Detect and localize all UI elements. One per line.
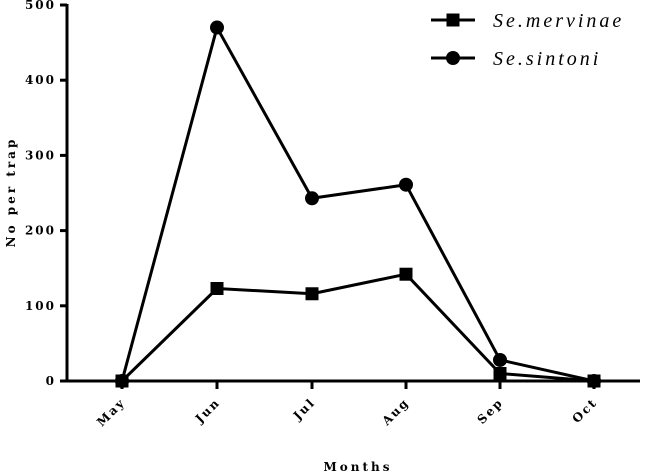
legend-marker xyxy=(446,51,460,65)
x-tick-label: May xyxy=(94,395,128,429)
series-layer xyxy=(115,20,601,388)
series-mervinae xyxy=(115,267,601,388)
y-tick-label: 400 xyxy=(25,73,56,87)
data-point xyxy=(493,366,507,380)
y-tick-label: 500 xyxy=(25,0,56,12)
x-tick-label: Jun xyxy=(192,395,223,426)
data-point xyxy=(305,191,319,206)
y-tick-label: 300 xyxy=(25,148,56,162)
x-tick-label: Jul xyxy=(290,395,318,423)
x-tick-label: Aug xyxy=(379,395,413,429)
legend-marker xyxy=(446,13,460,27)
data-point xyxy=(399,177,413,192)
series-sintoni xyxy=(115,20,601,388)
data-point xyxy=(587,374,601,388)
series-line xyxy=(120,26,595,383)
legend-label: Se.mervinae xyxy=(493,10,624,32)
legend: Se.mervinae Se.sintoni xyxy=(431,10,624,70)
y-axis-title: No per trap xyxy=(4,137,18,248)
y-tick-label: 0 xyxy=(46,374,56,388)
data-point xyxy=(210,20,224,35)
x-tick-label: Sep xyxy=(475,395,507,427)
legend-item: Se.mervinae xyxy=(431,10,624,32)
data-point xyxy=(210,282,224,296)
x-tick-label: Oct xyxy=(569,395,600,426)
y-tick-label: 200 xyxy=(25,224,56,238)
data-point xyxy=(493,352,507,367)
y-tick-label: 100 xyxy=(25,299,56,313)
legend-label: Se.sintoni xyxy=(493,48,601,70)
data-point xyxy=(399,267,413,281)
data-point xyxy=(305,287,319,301)
y-axis-ticks: 0 100 200 300 400 500 xyxy=(25,0,67,388)
series-line xyxy=(120,272,595,383)
legend-item: Se.sintoni xyxy=(431,48,601,70)
data-point xyxy=(115,374,129,388)
x-axis-ticks: May Jun Jul Aug Sep Oct xyxy=(94,381,600,429)
x-axis-title: Months xyxy=(323,460,392,474)
